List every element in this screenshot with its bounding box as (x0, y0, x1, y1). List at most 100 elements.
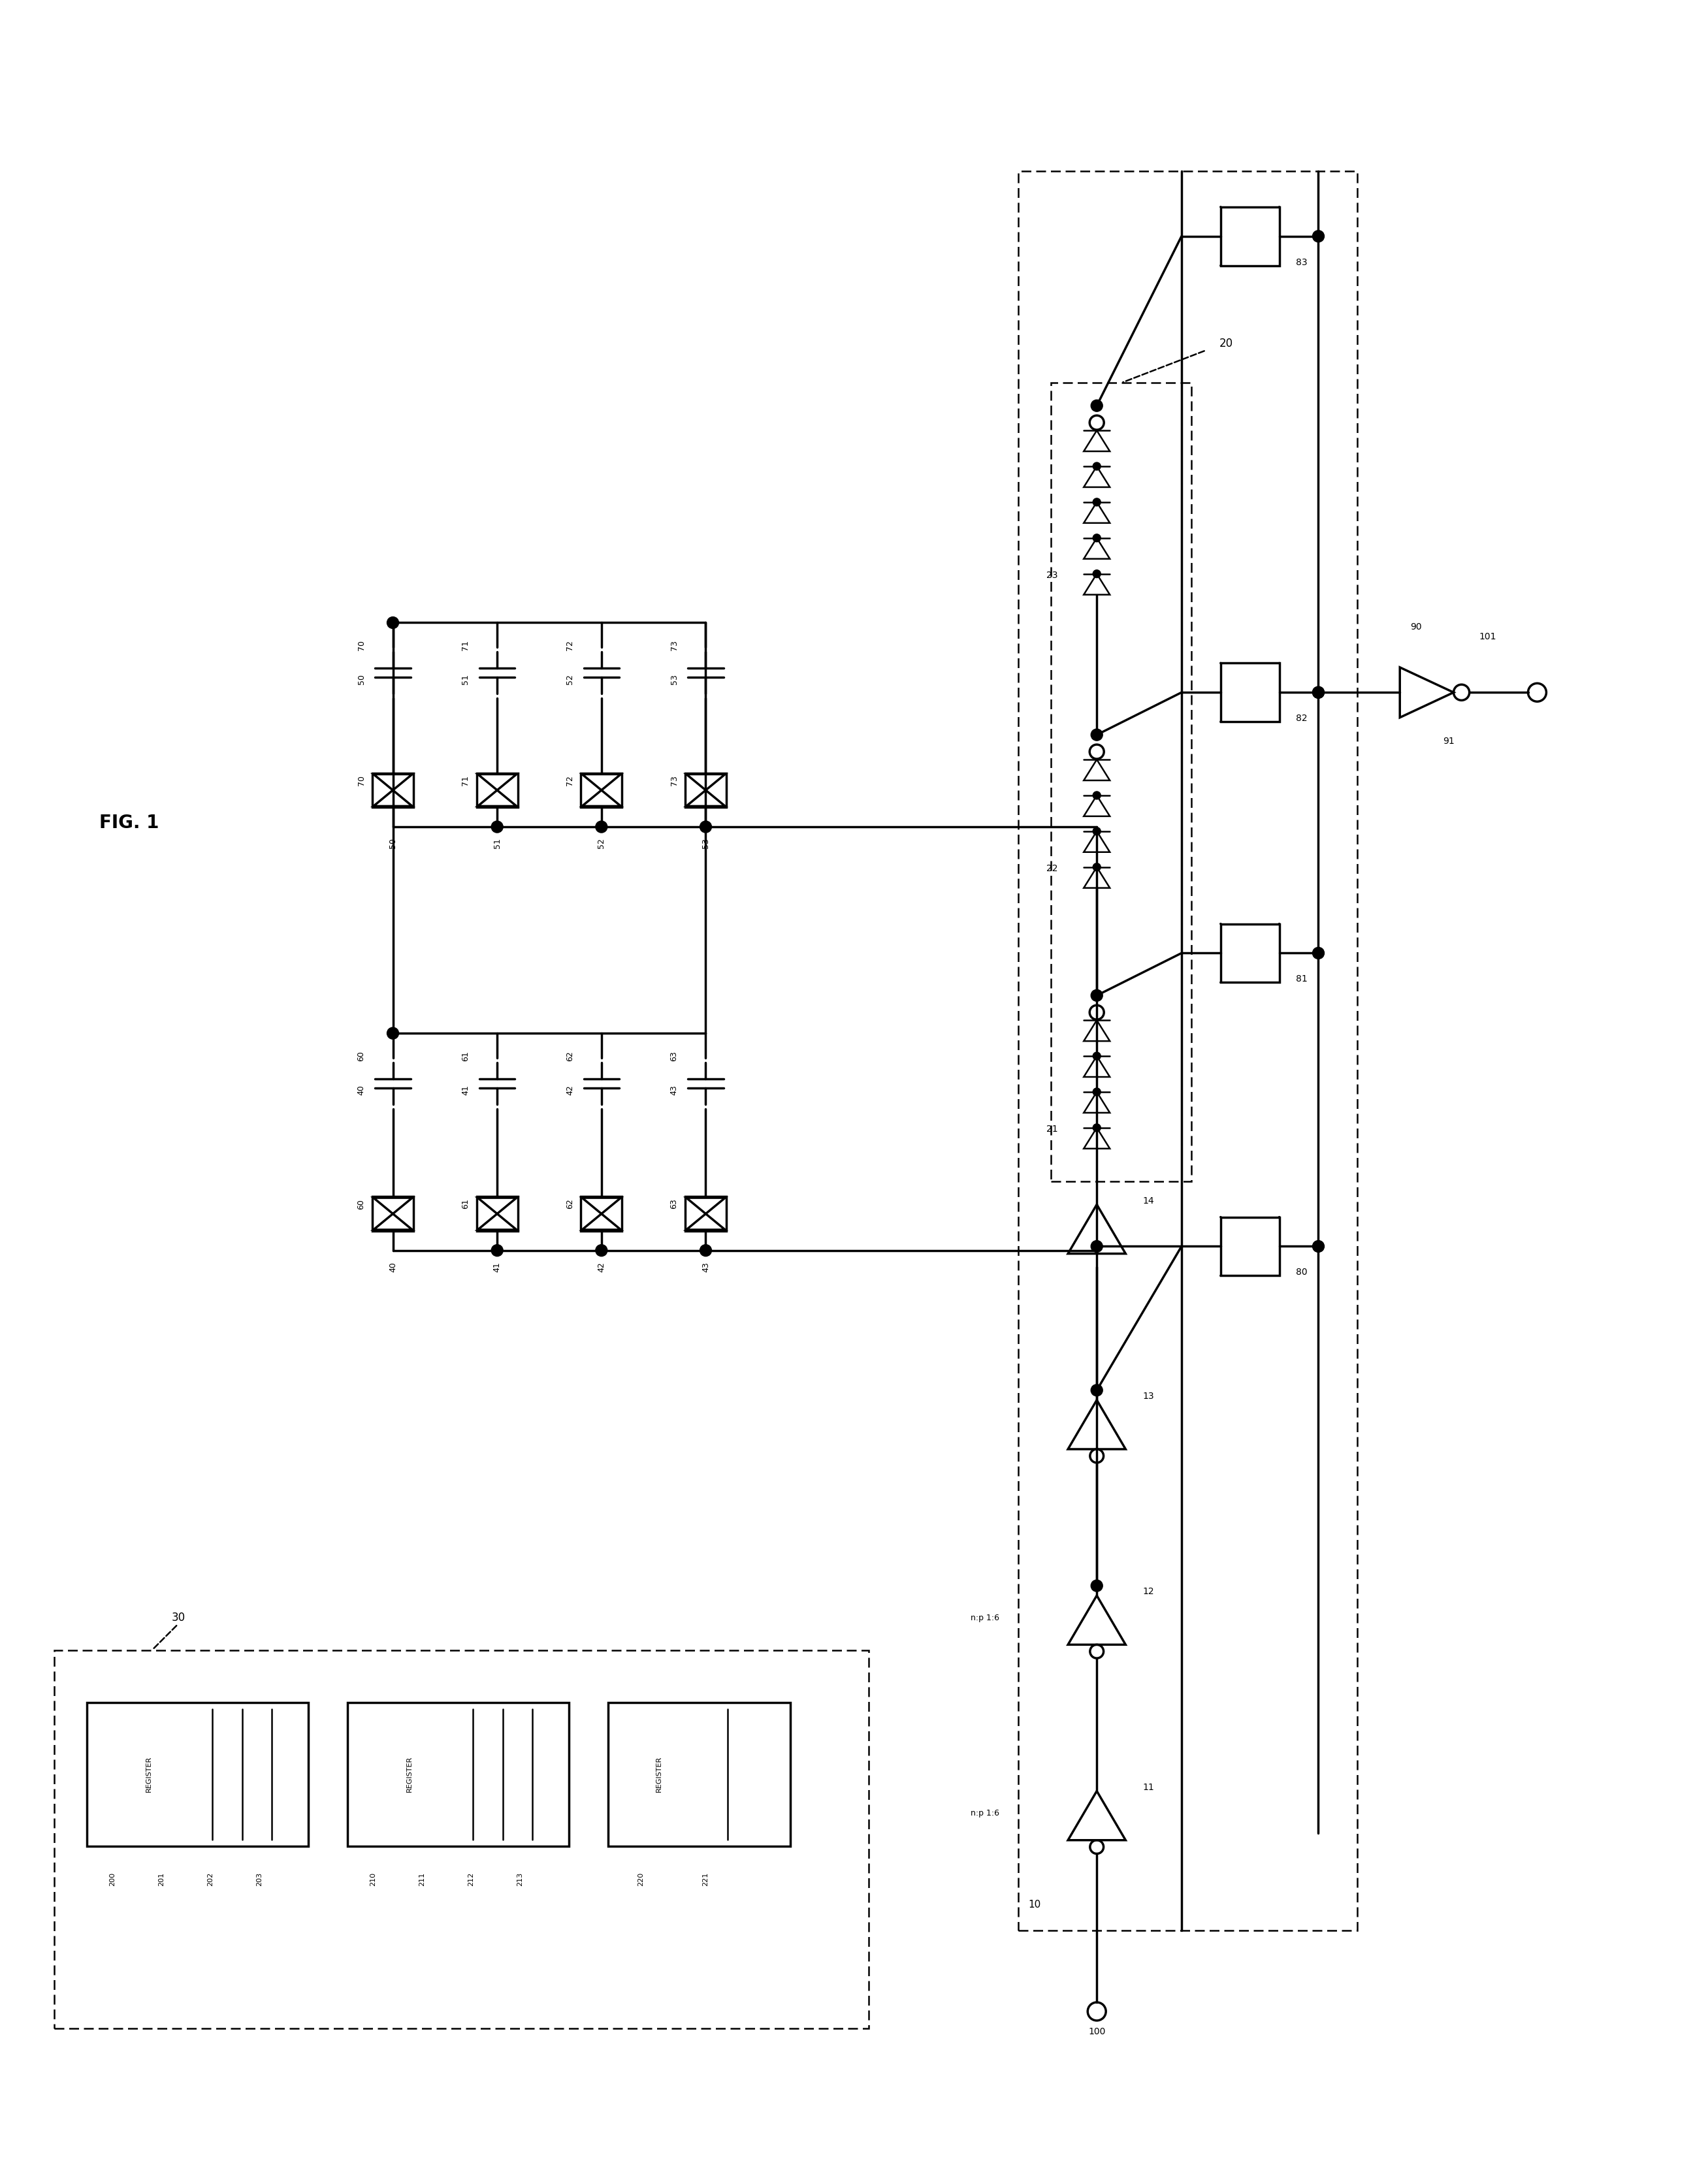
Text: 41: 41 (461, 1085, 470, 1096)
Circle shape (388, 1026, 398, 1039)
Text: 22: 22 (1047, 864, 1057, 873)
Circle shape (1091, 728, 1103, 741)
Bar (87, 1703, 307, 1845)
Text: 43: 43 (702, 1262, 711, 1273)
Text: 63: 63 (670, 1050, 678, 1061)
Text: 13: 13 (1143, 1392, 1155, 1400)
Circle shape (700, 1245, 712, 1256)
Bar (477, 1197, 518, 1232)
Text: 42: 42 (598, 1262, 606, 1273)
Bar (1018, 171, 1358, 1930)
Text: 23: 23 (1047, 571, 1057, 579)
Bar (685, 774, 726, 808)
Bar (372, 1197, 413, 1232)
Text: 211: 211 (418, 1871, 425, 1887)
Text: 14: 14 (1143, 1197, 1155, 1206)
Text: 72: 72 (565, 640, 574, 650)
Circle shape (1312, 947, 1324, 959)
Bar (608, 1703, 791, 1845)
Circle shape (596, 1245, 608, 1256)
Bar (347, 1703, 569, 1845)
Bar (1221, 923, 1279, 983)
Text: 203: 203 (256, 1871, 263, 1887)
Circle shape (1093, 534, 1100, 542)
Bar (1221, 1217, 1279, 1275)
Text: n:p 1:6: n:p 1:6 (970, 1809, 999, 1817)
Bar (55, 1651, 869, 2029)
Text: 213: 213 (518, 1871, 523, 1887)
Text: FIG. 1: FIG. 1 (99, 815, 159, 832)
Text: REGISTER: REGISTER (656, 1757, 663, 1791)
Circle shape (1312, 687, 1324, 698)
Text: 221: 221 (702, 1871, 709, 1887)
Circle shape (1093, 1087, 1100, 1096)
Circle shape (1093, 1124, 1100, 1132)
Text: 212: 212 (468, 1871, 475, 1887)
Text: 82: 82 (1296, 713, 1307, 724)
Bar (1221, 207, 1279, 266)
Text: 41: 41 (494, 1262, 502, 1273)
Circle shape (1093, 1052, 1100, 1061)
Circle shape (1093, 462, 1100, 471)
Circle shape (1091, 990, 1103, 1001)
Text: 60: 60 (357, 1050, 366, 1061)
Text: 100: 100 (1088, 2027, 1105, 2036)
Circle shape (1091, 1240, 1103, 1251)
Text: 50: 50 (389, 838, 398, 849)
Text: 43: 43 (670, 1085, 678, 1096)
Text: 62: 62 (565, 1050, 574, 1061)
Text: 83: 83 (1296, 257, 1307, 268)
Text: 200: 200 (109, 1871, 116, 1887)
Text: 12: 12 (1143, 1586, 1155, 1597)
Text: 210: 210 (371, 1871, 376, 1887)
Text: 90: 90 (1411, 622, 1421, 631)
Bar (581, 1197, 622, 1232)
Circle shape (700, 821, 712, 832)
Circle shape (492, 1245, 504, 1256)
Circle shape (1091, 1385, 1103, 1396)
Text: 63: 63 (670, 1199, 678, 1210)
Circle shape (1091, 1580, 1103, 1593)
Text: 60: 60 (357, 1199, 366, 1210)
Text: 51: 51 (461, 674, 470, 685)
Circle shape (492, 821, 504, 832)
Text: 71: 71 (461, 776, 470, 787)
Text: 40: 40 (357, 1085, 366, 1096)
Text: 40: 40 (389, 1262, 398, 1273)
Text: 11: 11 (1143, 1783, 1155, 1791)
Text: 80: 80 (1296, 1269, 1307, 1277)
Text: n:p 1:6: n:p 1:6 (970, 1614, 999, 1623)
Text: 72: 72 (565, 776, 574, 787)
Text: 21: 21 (1047, 1124, 1057, 1135)
Circle shape (1312, 687, 1324, 698)
Text: 53: 53 (670, 674, 678, 685)
Bar (1050, 382, 1190, 1182)
Circle shape (1312, 1240, 1324, 1251)
Text: 62: 62 (565, 1199, 574, 1210)
Text: 73: 73 (670, 776, 678, 787)
Text: 91: 91 (1443, 737, 1455, 746)
Circle shape (1093, 791, 1100, 800)
Text: 30: 30 (171, 1612, 184, 1623)
Text: 52: 52 (598, 838, 606, 849)
Bar (372, 774, 413, 808)
Text: 220: 220 (637, 1871, 644, 1887)
Text: 50: 50 (357, 674, 366, 685)
Text: 70: 70 (357, 776, 366, 787)
Text: 202: 202 (207, 1871, 214, 1887)
Text: REGISTER: REGISTER (145, 1757, 152, 1791)
Text: 61: 61 (461, 1050, 470, 1061)
Text: 101: 101 (1479, 633, 1496, 642)
Circle shape (1091, 400, 1103, 411)
Text: 10: 10 (1028, 1900, 1040, 1910)
Circle shape (596, 821, 608, 832)
Bar (477, 774, 518, 808)
Text: 52: 52 (565, 674, 574, 685)
Circle shape (1093, 828, 1100, 834)
Bar (685, 1197, 726, 1232)
Text: 71: 71 (461, 640, 470, 650)
Bar (581, 774, 622, 808)
Text: REGISTER: REGISTER (407, 1757, 413, 1791)
Text: 53: 53 (702, 838, 711, 849)
Text: 201: 201 (159, 1871, 164, 1887)
